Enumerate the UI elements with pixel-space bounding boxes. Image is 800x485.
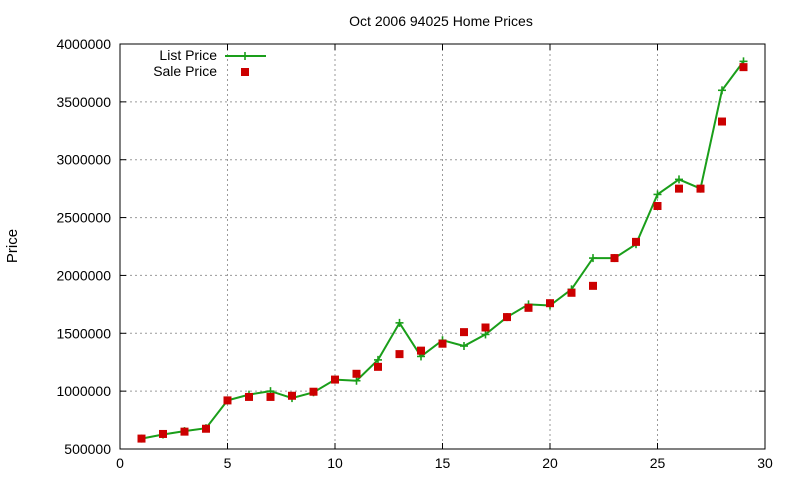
sale-price-point <box>309 387 318 396</box>
y-tick-label: 2000000 <box>56 267 111 283</box>
sale-price-point <box>137 434 146 443</box>
sale-price-point <box>567 288 576 297</box>
sale-price-point <box>202 424 210 433</box>
x-tick-label: 15 <box>435 455 451 471</box>
sale-price-point <box>395 350 404 359</box>
grid-lines <box>120 44 765 449</box>
y-tick-label: 500000 <box>64 441 111 457</box>
legend-swatch-sale-price <box>241 68 249 76</box>
sale-price-point <box>460 328 468 337</box>
sale-price-point <box>245 392 253 401</box>
list-price-point <box>718 86 726 95</box>
list-price-point <box>675 175 683 184</box>
x-tick-label: 30 <box>757 455 773 471</box>
y-tick-label: 3000000 <box>56 152 111 168</box>
sale-price-point <box>159 429 167 438</box>
sale-price-point <box>546 299 554 308</box>
series-group <box>137 57 748 443</box>
y-tick-label: 2500000 <box>56 210 111 226</box>
sale-price-point <box>180 427 189 436</box>
x-tick-label: 5 <box>224 455 232 471</box>
sale-price-point <box>481 323 490 332</box>
sale-price-point <box>438 339 447 348</box>
sale-price-point <box>696 184 705 193</box>
list-price-point <box>374 355 382 364</box>
y-tick-label: 4000000 <box>56 36 111 52</box>
y-tick-label: 1500000 <box>56 325 111 341</box>
axis-ticks: 0 5 10 15 20 25 30 500000 1000000 1500000 2000000 2… <box>56 36 773 471</box>
list-price-point <box>352 376 361 385</box>
sale-price-point <box>352 369 361 378</box>
x-tick-label: 25 <box>650 455 666 471</box>
legend-label-sale-price: Sale Price <box>153 63 217 79</box>
sale-price-point <box>223 396 232 405</box>
sale-price-point <box>610 254 619 263</box>
list-price-point <box>481 330 490 339</box>
y-tick-label: 1000000 <box>56 383 111 399</box>
sale-price-point <box>718 117 726 126</box>
list-price-point <box>395 318 404 327</box>
list-price-point <box>589 254 597 263</box>
x-tick-label: 10 <box>327 455 343 471</box>
sale-price-point <box>331 375 339 384</box>
sale-price-point <box>589 281 597 290</box>
chart-title: Oct 2006 94025 Home Prices <box>349 13 533 29</box>
sale-price-point <box>653 202 662 210</box>
legend-label-list-price: List Price <box>159 47 217 63</box>
x-tick-label: 20 <box>542 455 558 471</box>
y-tick-label: 3500000 <box>56 94 111 110</box>
list-price-point <box>653 190 662 199</box>
sale-price-point <box>503 313 511 322</box>
sale-price-point <box>266 392 275 401</box>
x-tick-label: 0 <box>116 455 124 471</box>
sale-price-point <box>374 362 382 371</box>
sale-price-point <box>675 184 683 193</box>
sale-price-point <box>288 391 296 400</box>
sale-price-point <box>632 237 640 246</box>
sale-price-point <box>524 303 533 312</box>
y-axis-label: Price <box>4 229 21 263</box>
sale-price-point <box>417 346 425 355</box>
list-price-point <box>460 342 468 351</box>
sale-price-point <box>739 63 748 72</box>
